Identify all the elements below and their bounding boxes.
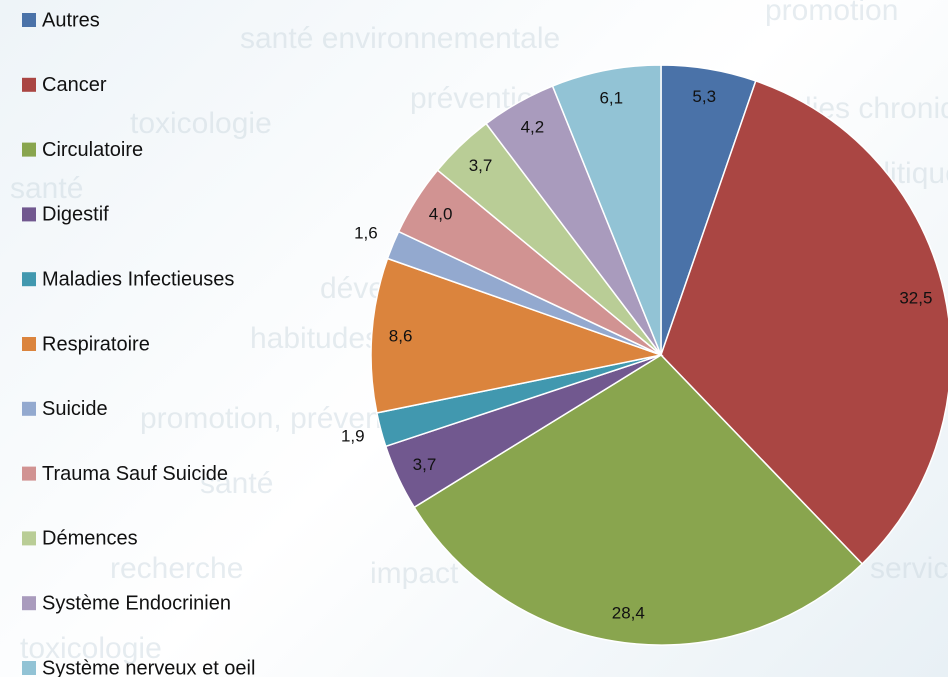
pie-slice (551, 64, 662, 356)
legend-label: Système Endocrinien (42, 592, 231, 614)
legend-swatch (22, 207, 36, 222)
data-label: 4,2 (521, 117, 545, 136)
background-word: toxicologie (130, 107, 272, 140)
background-word: santé environnementale (240, 22, 560, 55)
background-word: toxicologie (20, 632, 162, 665)
legend-label: Trauma Sauf Suicide (42, 463, 228, 485)
legend-swatch (22, 142, 36, 157)
background-word: santé (10, 172, 83, 205)
legend-swatch (22, 337, 36, 351)
legend-label: Digestif (42, 204, 109, 226)
data-label: 3,7 (469, 156, 493, 175)
legend-label: Cancer (42, 74, 107, 96)
legend-swatch (22, 272, 36, 287)
legend-label: Maladies Infectieuses (42, 268, 234, 290)
legend-label: Autres (42, 9, 100, 31)
background-word: santé (200, 467, 273, 500)
legend-label: Circulatoire (42, 139, 143, 161)
data-label: 4,0 (429, 205, 453, 224)
legend-swatch (22, 661, 36, 675)
background-word: recherche (110, 552, 243, 585)
legend-label: Système nerveux et oeil (42, 657, 255, 677)
data-label: 3,7 (413, 455, 437, 474)
legend-label: Démences (42, 528, 138, 550)
background-word: impact (370, 557, 459, 590)
data-label: 1,9 (341, 427, 365, 446)
legend-swatch (22, 466, 36, 481)
background-word: services de laboratoire et de dépistage (870, 552, 948, 585)
data-label: 28,4 (612, 603, 645, 622)
legend-swatch (22, 401, 36, 416)
data-label: 1,6 (354, 223, 378, 242)
legend-swatch (22, 531, 36, 546)
legend-swatch (22, 77, 36, 92)
background-word: promotion (765, 0, 898, 27)
data-label: 32,5 (899, 288, 932, 307)
pie-slice (660, 79, 948, 565)
legend-swatch (22, 596, 36, 611)
data-label: 5,3 (692, 87, 716, 106)
legend-label: Respiratoire (42, 333, 150, 355)
data-label: 8,6 (389, 326, 413, 345)
legend-swatch (22, 13, 36, 27)
legend-label: Suicide (42, 398, 108, 420)
data-label: 6,1 (599, 88, 623, 107)
pie-slice (370, 257, 664, 414)
pie-slice (413, 354, 864, 646)
